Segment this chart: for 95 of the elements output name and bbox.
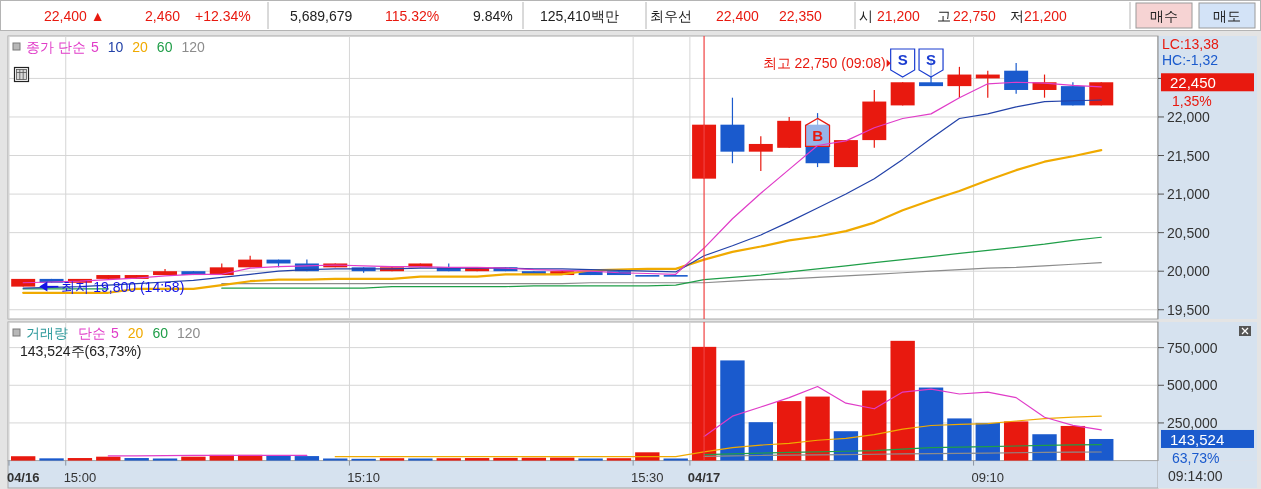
bar — [464, 458, 490, 461]
bar — [975, 422, 1000, 461]
data-label: B — [812, 127, 824, 145]
text: 60 — [156, 39, 173, 55]
bar — [294, 456, 320, 461]
text: 9.84% — [473, 8, 513, 24]
candlestick — [947, 66, 972, 99]
candlestick — [748, 135, 773, 172]
text: 22,400 — [716, 8, 760, 24]
bar — [436, 458, 461, 461]
x-tick-label: 04/17 — [687, 469, 721, 485]
x-tick-label: 15:30 — [631, 469, 664, 485]
text: +12.34% — [195, 8, 251, 24]
y-tick-label: 20,000 — [1167, 263, 1211, 280]
chart-title: 거래량 — [26, 325, 68, 341]
text: 20 — [132, 39, 149, 55]
bar — [550, 457, 575, 461]
text: 22,750 — [953, 8, 997, 24]
text: HC:-1,32 — [1162, 52, 1219, 68]
bar — [152, 458, 178, 461]
text: 1,35% — [1172, 93, 1212, 110]
text: 09:14:00 — [1168, 468, 1223, 484]
bar — [805, 396, 830, 461]
text: LC:13,38 — [1162, 36, 1220, 52]
line-series — [221, 262, 1102, 285]
text: 5,689,679 — [290, 8, 353, 24]
legend-title: 종가 단순 — [26, 39, 86, 55]
text: 20 — [127, 325, 144, 341]
text: 5 — [111, 325, 119, 341]
data-label: S — [926, 50, 937, 68]
y-tick-label: 19,500 — [1167, 301, 1211, 318]
y-tick-label: 20,500 — [1167, 224, 1211, 241]
text: 120 — [176, 325, 201, 341]
bar — [578, 458, 603, 461]
text: 143,524 — [1170, 430, 1225, 448]
y-tick-label: 500,000 — [1167, 377, 1218, 394]
text: 63,73% — [1172, 449, 1220, 466]
line-series — [22, 149, 1103, 294]
bar — [96, 456, 121, 461]
text: 120 — [181, 39, 205, 55]
text: 저 — [1010, 8, 1024, 24]
y-tick-label: 750,000 — [1167, 339, 1218, 356]
text: 매도 — [1213, 8, 1241, 24]
bar — [663, 458, 688, 461]
annotation: 143,524주(63,73%) — [20, 343, 142, 359]
text: 115.32% — [385, 8, 440, 24]
bar — [720, 360, 745, 461]
text: 60 — [152, 325, 169, 341]
bar — [748, 422, 773, 461]
bar — [67, 458, 93, 461]
text: 매수 — [1150, 8, 1178, 24]
bar — [606, 458, 632, 461]
x-tick-label: 09:10 — [971, 469, 1005, 485]
bar — [39, 458, 64, 461]
bar — [947, 418, 972, 461]
text: 22,450 — [1170, 74, 1216, 92]
line-series — [703, 444, 1102, 456]
text: 125,410백만 — [540, 8, 619, 24]
bar — [323, 458, 348, 461]
text: 2,460 — [145, 8, 181, 24]
legend-title: 단순 — [78, 325, 106, 341]
text: 고 — [937, 8, 951, 24]
text: 21,200 — [877, 8, 921, 24]
x-tick-label: 15:10 — [347, 469, 380, 485]
bar — [1003, 421, 1029, 461]
y-tick-label: 21,000 — [1167, 186, 1211, 203]
bar — [918, 387, 944, 461]
text: 22,400 ▲ — [44, 8, 105, 24]
bar — [1032, 434, 1057, 461]
text: 21,200 — [1024, 8, 1068, 24]
bar — [521, 457, 547, 461]
y-tick-label: 22,000 — [1167, 108, 1211, 125]
bar — [862, 390, 887, 461]
bar — [124, 458, 149, 461]
data-label: S — [897, 50, 908, 68]
bar — [11, 456, 36, 461]
text: 최우선 — [650, 8, 692, 24]
x-tick-label: 04/16 — [6, 469, 40, 485]
text: 시 — [859, 8, 873, 24]
line-series — [334, 415, 1102, 458]
text: 10 — [107, 39, 124, 55]
bar — [493, 457, 518, 461]
annotation: 최고 22,750 (09:08) — [762, 55, 886, 72]
bar — [408, 458, 433, 461]
bar — [777, 401, 802, 461]
y-tick-label: 21,500 — [1167, 147, 1211, 164]
x-tick-label: 15:00 — [63, 469, 97, 485]
y-tick-label: 250,000 — [1167, 414, 1218, 431]
bar — [181, 456, 206, 461]
bar — [1089, 438, 1114, 461]
bar — [890, 340, 915, 461]
candlestick — [1004, 62, 1029, 95]
bar — [379, 458, 405, 461]
text: 5 — [90, 39, 99, 55]
text: 22,350 — [779, 8, 823, 24]
